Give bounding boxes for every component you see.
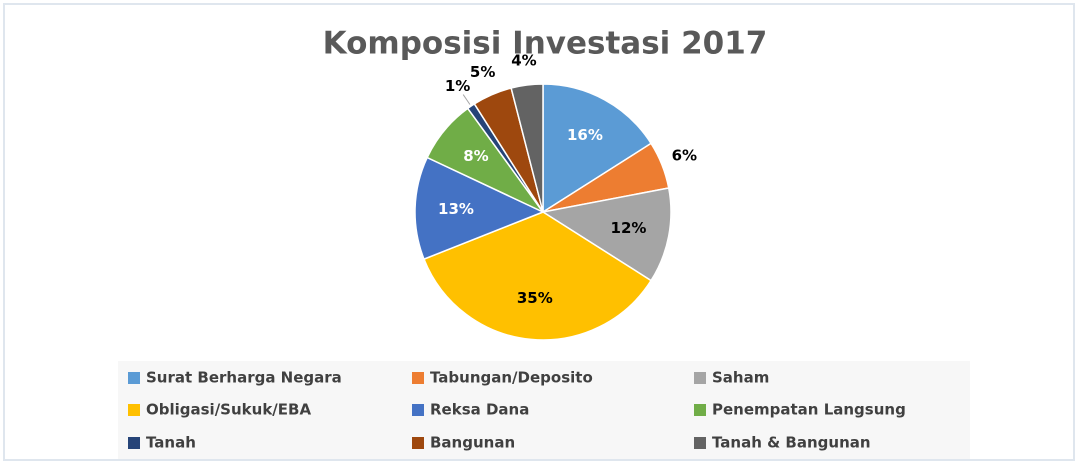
data-label: 1% (445, 77, 470, 95)
data-label: 4% (511, 52, 536, 70)
leader-line (462, 94, 471, 105)
pie-slice (510, 83, 544, 213)
legend-label: Obligasi/Sukuk/EBA (146, 401, 311, 419)
legend-swatch (694, 404, 706, 416)
legend-swatch (412, 437, 424, 449)
data-label: 12% (611, 219, 647, 237)
data-label: 13% (438, 200, 474, 218)
pie-slice (540, 187, 672, 282)
legend-box (118, 361, 970, 459)
pie-slice (423, 211, 653, 341)
legend-swatch (128, 437, 140, 449)
data-label: 35% (517, 289, 553, 307)
data-label: 6% (672, 147, 697, 165)
chart-title: Komposisi Investasi 2017 (323, 26, 768, 62)
data-label: 8% (463, 147, 488, 165)
pie-slice (414, 156, 545, 261)
legend-label: Reksa Dana (430, 401, 529, 419)
legend-label: Tanah (146, 434, 196, 452)
legend-swatch (694, 372, 706, 384)
data-label: 5% (470, 63, 495, 81)
data-label: 16% (567, 126, 603, 144)
legend-label: Penempatan Langsung (712, 401, 906, 419)
legend-swatch (412, 372, 424, 384)
legend-label: Tabungan/Deposito (430, 369, 593, 387)
legend-swatch (412, 404, 424, 416)
legend-swatch (128, 404, 140, 416)
legend-label: Bangunan (430, 434, 515, 452)
legend-label: Tanah & Bangunan (712, 434, 871, 452)
legend-label: Saham (712, 369, 769, 387)
pie-slice (542, 83, 653, 214)
legend-swatch (694, 437, 706, 449)
legend-label: Surat Berharga Negara (146, 369, 342, 387)
legend-swatch (128, 372, 140, 384)
